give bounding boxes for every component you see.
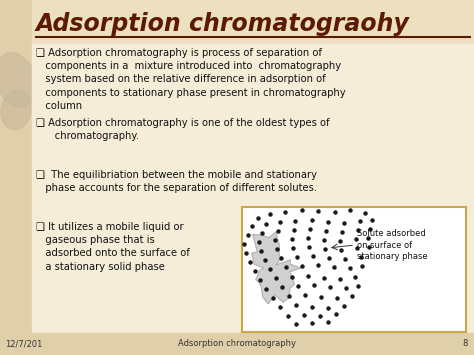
Bar <box>0 0 32 355</box>
Text: 12/7/201: 12/7/201 <box>5 339 42 349</box>
Text: Solute adsorbed
on surface of
stationary phase: Solute adsorbed on surface of stationary… <box>357 229 428 261</box>
Text: Adsorption chromatograohy: Adsorption chromatograohy <box>36 12 410 36</box>
Bar <box>0 333 474 355</box>
Text: ❑ Adsorption chromatography is process of separation of
   components in a  mixt: ❑ Adsorption chromatography is process o… <box>36 48 346 111</box>
Text: ❑  The equilibriation between the mobile and stationary
   phase accounts for th: ❑ The equilibriation between the mobile … <box>36 170 317 193</box>
Bar <box>242 207 466 332</box>
Polygon shape <box>252 232 301 304</box>
Text: 8: 8 <box>463 339 468 349</box>
Text: ❑ Adsorption chromatography is one of the oldest types of
      chromatography.: ❑ Adsorption chromatography is one of th… <box>36 118 329 141</box>
Bar <box>32 0 474 44</box>
Ellipse shape <box>1 90 31 130</box>
Text: Adsorption chromatography: Adsorption chromatography <box>178 339 296 349</box>
Text: ❑ It utilizes a mobile liquid or
   gaseous phase that is
   adsorbed onto the s: ❑ It utilizes a mobile liquid or gaseous… <box>36 222 190 272</box>
Bar <box>32 44 474 344</box>
Ellipse shape <box>0 53 37 107</box>
